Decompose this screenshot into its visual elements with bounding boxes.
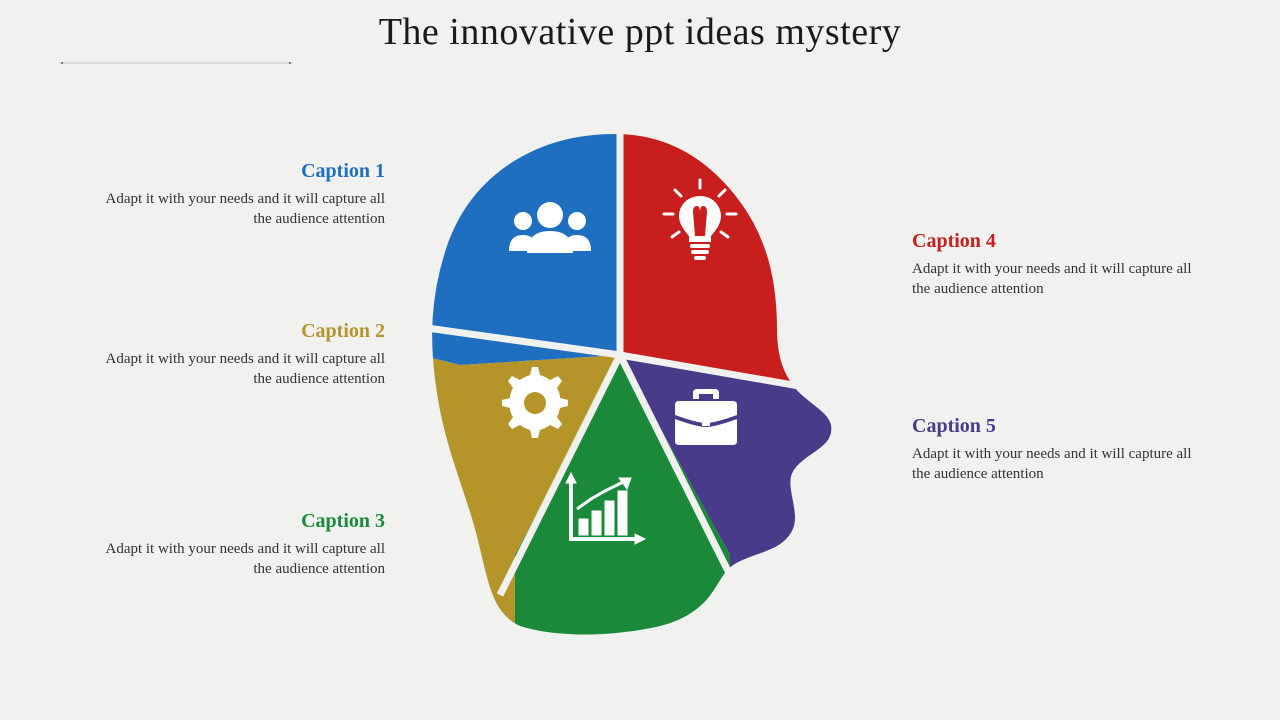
caption-4: Caption 4 Adapt it with your needs and i…: [912, 230, 1202, 300]
caption-5-desc: Adapt it with your needs and it will cap…: [912, 444, 1202, 485]
caption-1-desc: Adapt it with your needs and it will cap…: [95, 189, 385, 230]
slide-title: The innovative ppt ideas mystery: [0, 0, 1280, 54]
caption-2-desc: Adapt it with your needs and it will cap…: [95, 349, 385, 390]
caption-2: Caption 2 Adapt it with your needs and i…: [95, 320, 385, 390]
caption-4-title: Caption 4: [912, 230, 1202, 253]
caption-3-desc: Adapt it with your needs and it will cap…: [95, 539, 385, 580]
head-diagram: [420, 125, 840, 645]
segment-red: [620, 125, 840, 385]
caption-3: Caption 3 Adapt it with your needs and i…: [95, 510, 385, 580]
title-divider: [60, 62, 292, 64]
caption-2-title: Caption 2: [95, 320, 385, 343]
gear-icon: [502, 367, 568, 438]
caption-4-desc: Adapt it with your needs and it will cap…: [912, 259, 1202, 300]
caption-3-title: Caption 3: [95, 510, 385, 533]
caption-5: Caption 5 Adapt it with your needs and i…: [912, 415, 1202, 485]
caption-1: Caption 1 Adapt it with your needs and i…: [95, 160, 385, 230]
caption-1-title: Caption 1: [95, 160, 385, 183]
caption-5-title: Caption 5: [912, 415, 1202, 438]
